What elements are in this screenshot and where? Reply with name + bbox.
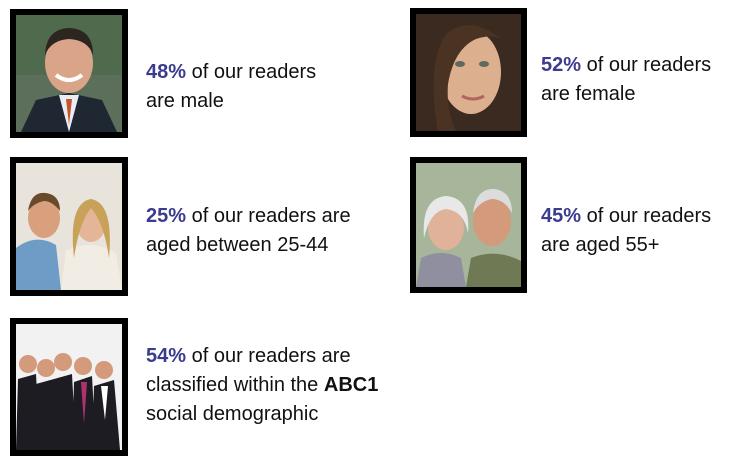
stat-text: 52% of our readers are female [541,51,711,109]
photo-professionals [10,318,128,456]
stat-line: are aged 55+ [541,231,711,260]
stat-text: 45% of our readers are aged 55+ [541,202,711,260]
stat-value: 45% [541,205,581,227]
stat-line: of our readers are [192,345,351,367]
stat-value: 25% [146,205,186,227]
stat-line: are male [146,87,316,116]
stat-emphasis: ABC1 [324,374,378,396]
photo-female [410,8,527,137]
stat-text: 48% of our readers are male [146,58,316,116]
stat-line: of our readers [192,61,317,83]
stat-line: social demographic [146,400,378,429]
stat-text: 25% of our readers are aged between 25-4… [146,202,351,260]
stat-value: 48% [146,61,186,83]
stat-line: aged between 25-44 [146,231,351,260]
stat-line: classified within the [146,374,318,396]
page: 48% of our readers are male 52% of our r… [0,0,752,460]
stat-line: of our readers [587,205,712,227]
stat-line: of our readers are [192,205,351,227]
stat-text: 54% of our readers are classified within… [146,342,378,429]
stat-line: are female [541,80,711,109]
photo-young-couple [10,157,128,296]
photo-older-couple [410,157,527,293]
stat-value: 54% [146,345,186,367]
stat-line: of our readers [587,54,712,76]
photo-male [10,9,128,138]
stat-value: 52% [541,54,581,76]
